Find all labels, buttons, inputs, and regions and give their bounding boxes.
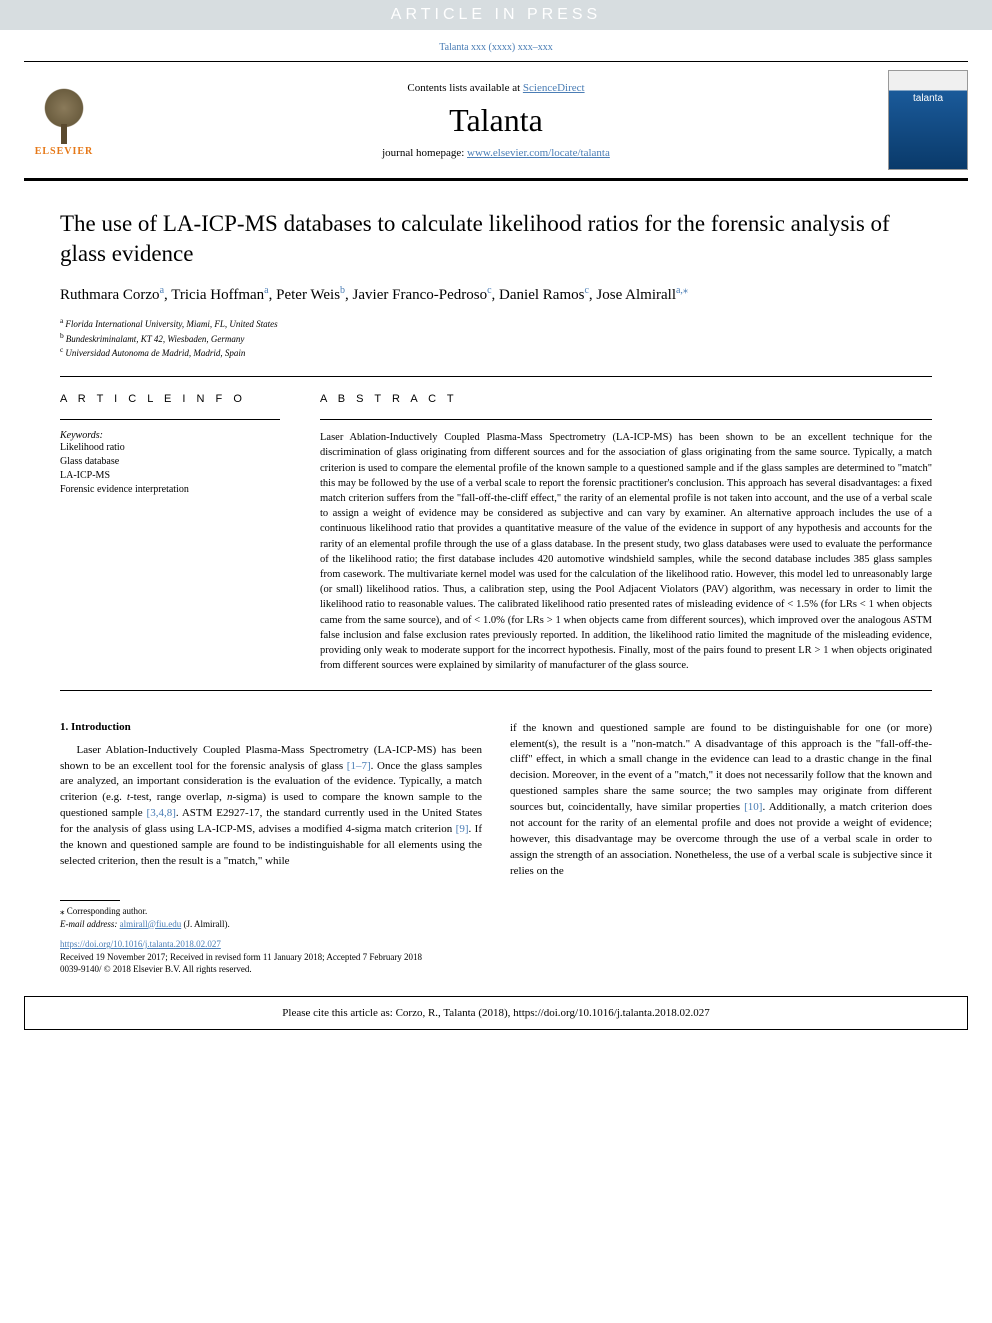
- body-column-right: if the known and questioned sample are f…: [510, 721, 932, 880]
- journal-homepage-link[interactable]: www.elsevier.com/locate/talanta: [467, 147, 610, 159]
- email-line: E-mail address: almirall@fiu.edu (J. Alm…: [60, 918, 932, 931]
- section-heading: 1. Introduction: [60, 721, 482, 733]
- author: Jose Almiralla,⁎: [596, 287, 688, 303]
- journal-name: Talanta: [116, 102, 876, 139]
- keyword: Forensic evidence interpretation: [60, 483, 280, 497]
- author-list: Ruthmara Corzoa, Tricia Hoffmana, Peter …: [60, 283, 932, 307]
- author: Daniel Ramosc: [499, 287, 589, 303]
- ref-link[interactable]: [9]: [456, 823, 469, 835]
- footnote-rule: [60, 900, 120, 901]
- article-in-press-banner: ARTICLE IN PRESS: [0, 0, 992, 30]
- top-citation: Talanta xxx (xxxx) xxx–xxx: [0, 30, 992, 61]
- elsevier-logo-text: ELSEVIER: [35, 146, 94, 157]
- body-column-left: 1. Introduction Laser Ablation-Inductive…: [60, 721, 482, 880]
- ref-link[interactable]: [3,4,8]: [147, 807, 176, 819]
- doi-line: https://doi.org/10.1016/j.talanta.2018.0…: [60, 938, 932, 951]
- please-cite-box: Please cite this article as: Corzo, R., …: [24, 996, 968, 1030]
- author: Tricia Hoffmana: [171, 287, 268, 303]
- elsevier-logo: ELSEVIER: [24, 75, 104, 165]
- abstract-text: Laser Ablation-Inductively Coupled Plasm…: [320, 430, 932, 674]
- affiliation: bBundeskriminalamt, KT 42, Wiesbaden, Ge…: [60, 331, 932, 346]
- footer: ⁎ Corresponding author. E-mail address: …: [0, 880, 992, 986]
- article-info-column: A R T I C L E I N F O Keywords: Likeliho…: [60, 393, 280, 674]
- article-title: The use of LA-ICP-MS databases to calcul…: [60, 209, 932, 269]
- affiliations: aFlorida International University, Miami…: [60, 316, 932, 360]
- abstract-heading: A B S T R A C T: [320, 393, 932, 405]
- journal-homepage-line: journal homepage: www.elsevier.com/locat…: [116, 147, 876, 159]
- received-dates: Received 19 November 2017; Received in r…: [60, 951, 932, 964]
- affiliation: cUniversidad Autonoma de Madrid, Madrid,…: [60, 345, 932, 360]
- issn-copyright: 0039-9140/ © 2018 Elsevier B.V. All righ…: [60, 963, 932, 976]
- keyword: Glass database: [60, 455, 280, 469]
- email-link[interactable]: almirall@fiu.edu: [120, 919, 182, 929]
- keywords-list: Likelihood ratio Glass database LA-ICP-M…: [60, 441, 280, 497]
- author: Javier Franco-Pedrosoc: [353, 287, 492, 303]
- corresponding-author-note: ⁎ Corresponding author.: [60, 905, 932, 918]
- info-abstract-row: A R T I C L E I N F O Keywords: Likeliho…: [60, 377, 932, 690]
- header-center: Contents lists available at ScienceDirec…: [116, 82, 876, 159]
- article-info-heading: A R T I C L E I N F O: [60, 393, 280, 405]
- keyword: LA-ICP-MS: [60, 469, 280, 483]
- doi-link[interactable]: https://doi.org/10.1016/j.talanta.2018.0…: [60, 939, 221, 949]
- divider: [60, 419, 280, 420]
- body-columns: 1. Introduction Laser Ablation-Inductive…: [60, 691, 932, 880]
- author: Ruthmara Corzoa: [60, 287, 164, 303]
- article-main: The use of LA-ICP-MS databases to calcul…: [0, 181, 992, 880]
- ref-link[interactable]: [10]: [744, 801, 762, 813]
- contents-prefix: Contents lists available at: [407, 82, 522, 94]
- contents-lists-line: Contents lists available at ScienceDirec…: [116, 82, 876, 94]
- affiliation: aFlorida International University, Miami…: [60, 316, 932, 331]
- body-paragraph: if the known and questioned sample are f…: [510, 721, 932, 880]
- journal-header: ELSEVIER Contents lists available at Sci…: [24, 61, 968, 181]
- keywords-label: Keywords:: [60, 430, 280, 441]
- keyword: Likelihood ratio: [60, 441, 280, 455]
- ref-link[interactable]: [1–7]: [347, 760, 371, 772]
- journal-cover-thumbnail: [888, 70, 968, 170]
- abstract-column: A B S T R A C T Laser Ablation-Inductive…: [320, 393, 932, 674]
- author: Peter Weisb: [276, 287, 345, 303]
- homepage-prefix: journal homepage:: [382, 147, 467, 159]
- divider: [320, 419, 932, 420]
- body-paragraph: Laser Ablation-Inductively Coupled Plasm…: [60, 743, 482, 871]
- elsevier-tree-icon: [34, 84, 94, 144]
- sciencedirect-link[interactable]: ScienceDirect: [523, 82, 585, 94]
